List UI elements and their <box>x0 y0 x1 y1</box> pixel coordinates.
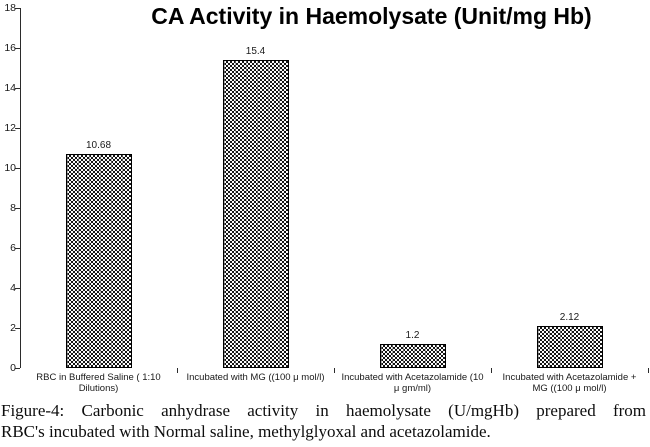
category-label-4: Incubated with Acetazolamide + MG ((100 μ… <box>493 372 646 394</box>
category-label-line: Incubated with Acetazolamide + <box>502 372 637 383</box>
category-label-1: RBC in Buffered Saline ( 1:10 Dilutions) <box>22 372 175 394</box>
category-label-line: RBC in Buffered Saline ( 1:10 <box>36 372 161 383</box>
caption-line-2: RBC's incubated with Normal saline, meth… <box>1 422 491 441</box>
bar-value-label: 15.4 <box>245 46 266 57</box>
bar-2 <box>222 60 289 368</box>
bar-value-label: 2.12 <box>559 311 580 323</box>
y-tick-label: 6 <box>10 242 16 254</box>
category-label-line: MG ((100 μ mol/l) <box>532 383 607 394</box>
chart-title: CA Activity in Haemolysate (Unit/mg Hb) <box>151 3 592 29</box>
bar-4 <box>536 325 603 368</box>
y-tick <box>15 48 20 49</box>
y-axis-line <box>20 8 21 368</box>
y-tick-label: 8 <box>10 202 16 214</box>
y-tick-label: 4 <box>10 282 16 294</box>
category-label-line: Dilutions) <box>78 383 119 394</box>
y-tick-label: 2 <box>10 322 16 334</box>
y-tick <box>15 128 20 129</box>
x-category-tick <box>648 368 649 373</box>
x-category-tick <box>491 368 492 373</box>
y-tick-label: 18 <box>4 2 16 14</box>
y-tick <box>15 168 20 169</box>
y-tick-label: 12 <box>4 122 16 134</box>
figure-caption: Figure-4: Carbonic anhydrase activity in… <box>1 400 646 442</box>
y-tick <box>15 208 20 209</box>
bar-1 <box>65 154 132 368</box>
y-tick <box>15 88 20 89</box>
x-category-tick <box>334 368 335 373</box>
bar-3 <box>379 344 446 368</box>
category-label-line: Incubated with MG ((100 μ mol/l) <box>186 372 325 383</box>
y-tick <box>15 8 20 9</box>
y-tick-label: 0 <box>10 362 16 374</box>
y-tick <box>15 288 20 289</box>
y-tick-label: 10 <box>4 162 16 174</box>
category-label-2: Incubated with MG ((100 μ mol/l) <box>179 372 332 383</box>
y-tick <box>15 328 20 329</box>
y-tick <box>15 368 20 369</box>
y-tick-label: 16 <box>4 42 16 54</box>
bar-value-label: 10.68 <box>85 140 112 152</box>
category-label-3: Incubated with Acetazolamide (10 μ gm/ml) <box>336 372 489 394</box>
caption-line-1: Figure-4: Carbonic anhydrase activity in… <box>1 401 646 420</box>
x-category-tick <box>177 368 178 373</box>
y-tick <box>15 248 20 249</box>
bar-value-label: 1.2 <box>405 330 420 341</box>
y-tick-label: 14 <box>4 82 16 94</box>
category-label-line: Incubated with Acetazolamide (10 <box>341 372 484 383</box>
category-label-line: μ gm/ml) <box>393 383 432 394</box>
